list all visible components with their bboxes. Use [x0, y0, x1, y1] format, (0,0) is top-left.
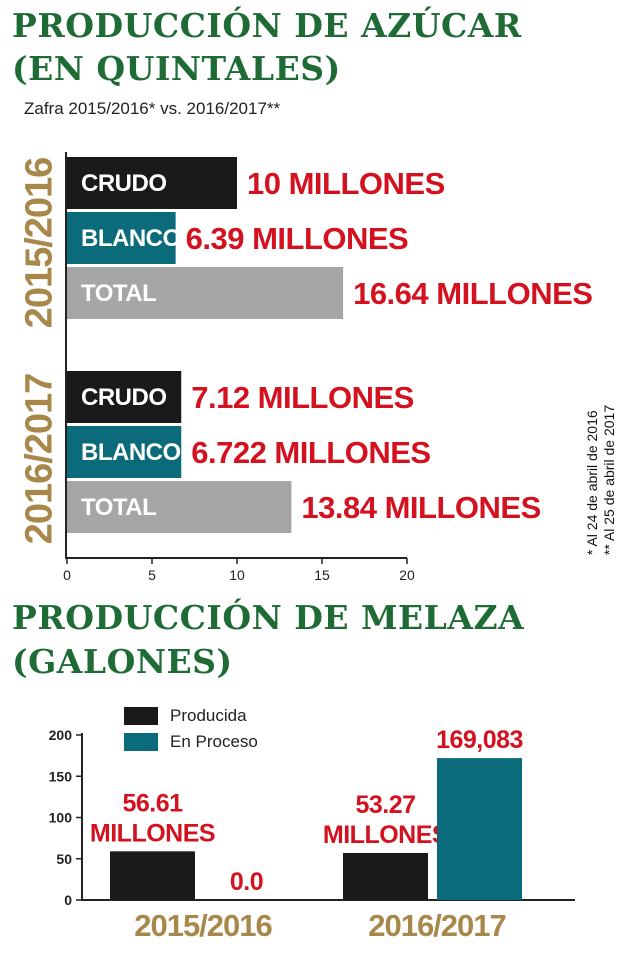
x-tick-label: 5 [148, 567, 156, 583]
legend-label-en-proceso: En Proceso [170, 732, 258, 751]
melaza-legend: Producida En Proceso [124, 703, 258, 755]
bar-total [67, 481, 292, 533]
footnote-2016: ** Al 25 de abril de 2017 [601, 404, 617, 556]
bar-value-label: 7.12 MILLONES [191, 380, 414, 415]
x-tick-label: 10 [229, 567, 245, 583]
y-tick-label: 50 [56, 851, 72, 867]
bar-category-label: BLANCO [81, 439, 181, 466]
y-tick-label: 150 [49, 768, 73, 784]
bar-value-label: 0.0 [230, 868, 263, 896]
bar-category-label: CRUDO [81, 170, 167, 197]
bar-value-label: MILLONES [323, 821, 448, 849]
bar-value-label: 6.39 MILLONES [186, 221, 409, 256]
y-tick-label: 200 [49, 727, 73, 743]
bar-en-proceso [437, 758, 522, 900]
bar-blanco [67, 426, 182, 478]
melaza-title-line2: (GALONES) [12, 642, 233, 681]
x-tick-label: 20 [399, 567, 415, 583]
bar-blanco [67, 212, 176, 264]
bar-category-label: CRUDO [81, 384, 167, 411]
bar-value-label: 10 MILLONES [247, 166, 445, 201]
sugar-title-line1: PRODUCCIÓN DE AZÚCAR [12, 6, 522, 45]
legend-item-en-proceso: En Proceso [124, 729, 258, 755]
bar-producida [343, 852, 428, 900]
bar-total [67, 267, 344, 319]
legend-label-producida: Producida [170, 706, 247, 725]
melaza-title-line1: PRODUCCIÓN DE MELAZA [12, 598, 525, 637]
legend-swatch-producida [124, 707, 158, 725]
bar-value-label: 6.722 MILLONES [191, 435, 430, 470]
bar-producida [110, 851, 195, 900]
bar-value-label: 56.61 [122, 789, 183, 817]
x-tick-label: 0 [63, 567, 71, 583]
bar-value-label: 53.27 [355, 791, 415, 819]
sugar-subtitle: Zafra 2015/2016* vs. 2016/2017** [24, 99, 281, 118]
category-label: 2015/2016 [134, 908, 272, 943]
category-label: 2016/2017 [368, 908, 506, 943]
bar-crudo [67, 157, 237, 209]
bar-value-label: MILLONES [90, 819, 215, 847]
bar-value-label: 16.64 MILLONES [353, 276, 592, 311]
bar-value-label: 13.84 MILLONES [301, 490, 540, 525]
x-tick-label: 15 [314, 567, 330, 583]
footnote-2015: * Al 24 de abril de 2016 [584, 410, 600, 556]
bar-value-label: 169,083 [436, 726, 523, 754]
bar-category-label: BLANCO [81, 225, 181, 252]
legend-item-producida: Producida [124, 703, 258, 729]
melaza-bar-chart: 0501001502002015/201656.61MILLONES0.0201… [49, 726, 575, 943]
y-tick-label: 100 [49, 810, 73, 826]
bar-category-label: TOTAL [81, 280, 156, 307]
sugar-title-line2: (EN QUINTALES) [12, 49, 341, 88]
legend-swatch-en-proceso [124, 733, 158, 751]
y-tick-label: 0 [64, 892, 72, 908]
bar-crudo [67, 371, 182, 423]
bar-category-label: TOTAL [81, 494, 156, 521]
